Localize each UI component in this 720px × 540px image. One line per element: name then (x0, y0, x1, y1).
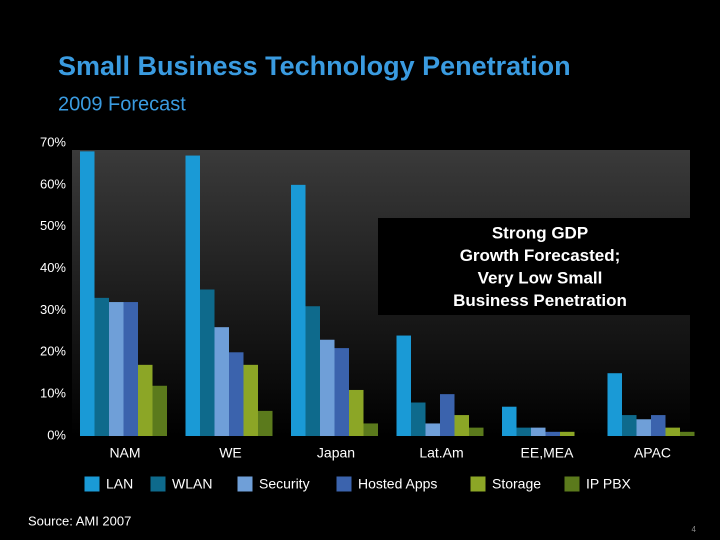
bar (607, 373, 622, 436)
legend-label: LAN (106, 476, 133, 492)
bar (258, 410, 273, 436)
bar (469, 427, 484, 436)
annotation-text: Business Penetration (453, 291, 627, 310)
bar (411, 402, 426, 436)
bar (560, 431, 575, 436)
y-tick-label: 10% (40, 386, 66, 401)
legend-swatch (83, 475, 101, 493)
annotation-text: Strong GDP (492, 223, 588, 242)
bar (229, 352, 244, 436)
bar (454, 415, 469, 436)
bar (123, 302, 138, 436)
bar (320, 339, 335, 436)
legend-swatch (236, 475, 254, 493)
bar (185, 155, 200, 437)
bar (545, 431, 560, 436)
bar (349, 389, 364, 436)
y-tick-label: 40% (40, 260, 66, 275)
x-tick-label: Japan (317, 445, 355, 461)
bar (636, 419, 651, 436)
x-tick-label: APAC (634, 445, 671, 461)
chart-subtitle: 2009 Forecast (58, 93, 186, 115)
annotation-box (378, 218, 690, 315)
source: Source: AMI 2007 (28, 513, 131, 528)
bar (651, 415, 666, 436)
x-tick-label: Lat.Am (419, 445, 463, 461)
bar (305, 306, 320, 436)
legend-swatch (335, 475, 353, 493)
y-tick-label: 50% (40, 218, 66, 233)
bar (665, 427, 680, 436)
bar (138, 364, 153, 436)
legend-swatch (563, 475, 581, 493)
legend-label: Security (259, 476, 310, 492)
x-tick-label: NAM (109, 445, 140, 461)
bar (152, 385, 167, 436)
bar (291, 184, 306, 436)
annotation-text: Very Low Small (478, 268, 603, 287)
bar (243, 364, 258, 436)
y-tick-label: 0% (47, 427, 66, 442)
bar (214, 327, 229, 436)
legend-label: WLAN (172, 476, 212, 492)
page-number: 4 (692, 525, 697, 534)
x-tick-label: EE,MEA (521, 445, 575, 461)
bar (425, 423, 440, 436)
bar (109, 302, 124, 436)
x-tick-label: WE (219, 445, 242, 461)
bar (80, 151, 95, 436)
bar (680, 431, 695, 436)
bar (531, 427, 546, 436)
y-tick-label: 70% (40, 134, 66, 149)
bar (334, 348, 349, 436)
bar (502, 406, 517, 436)
legend-label: Storage (492, 476, 541, 492)
y-tick-label: 60% (40, 176, 66, 191)
bar (440, 394, 455, 436)
bar (200, 289, 215, 436)
bar (396, 335, 411, 436)
legend-label: IP PBX (586, 476, 632, 492)
y-tick-label: 20% (40, 344, 66, 359)
bar (94, 297, 109, 436)
bar (363, 423, 378, 436)
bar (516, 427, 531, 436)
legend-label: Hosted Apps (358, 476, 437, 492)
annotation-text: Growth Forecasted; (460, 246, 621, 265)
legend-swatch (149, 475, 167, 493)
legend-swatch (469, 475, 487, 493)
bar (622, 415, 637, 436)
y-tick-label: 30% (40, 302, 66, 317)
chart-title: Small Business Technology Penetration (58, 51, 571, 81)
